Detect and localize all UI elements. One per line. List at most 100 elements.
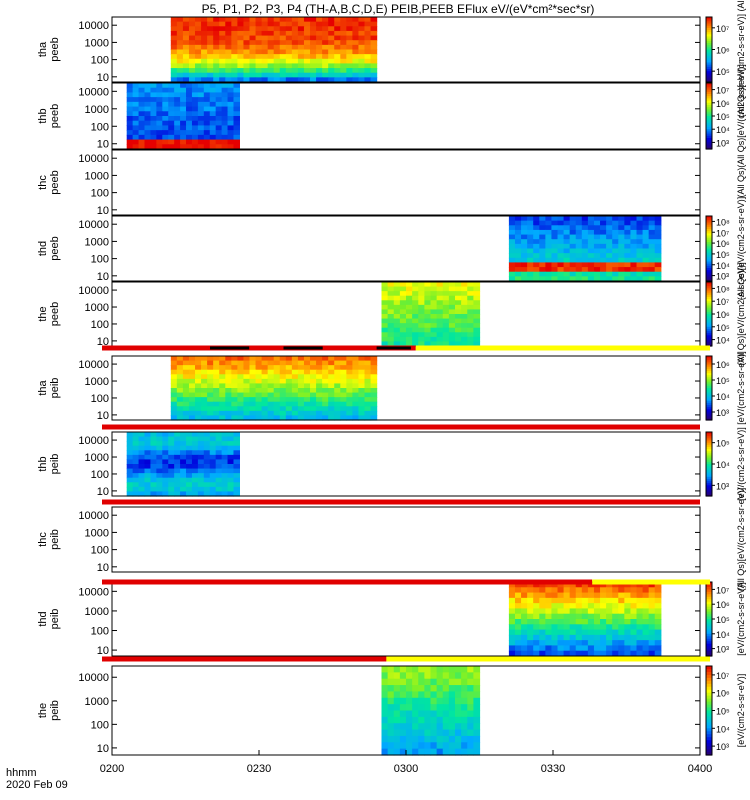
spectrogram-cell bbox=[255, 365, 263, 371]
spectrogram-cell bbox=[424, 332, 432, 338]
spectrogram-cell bbox=[406, 742, 413, 750]
spectrogram-cell bbox=[215, 144, 223, 150]
spectrogram-cell bbox=[340, 356, 347, 362]
spectrogram-cell bbox=[322, 360, 329, 366]
spectrogram-cell bbox=[575, 267, 583, 273]
spectrogram-cell bbox=[197, 106, 205, 112]
spectrogram-cell bbox=[455, 697, 462, 705]
spectrogram-cell bbox=[150, 473, 157, 479]
colorbar-segment bbox=[706, 444, 712, 448]
spectrogram-cell bbox=[551, 257, 559, 264]
spectrogram-cell bbox=[197, 83, 205, 89]
spectrogram-cell bbox=[412, 672, 419, 680]
spectrogram-cell bbox=[581, 634, 589, 641]
spectrogram-cell bbox=[418, 341, 425, 347]
spectrogram-cell bbox=[150, 432, 157, 438]
spectrogram-cell bbox=[364, 378, 372, 385]
spectrogram-cell bbox=[581, 629, 589, 636]
spectrogram-cell bbox=[213, 410, 220, 417]
y-tick-label: 1000 bbox=[85, 606, 109, 618]
spectrogram-cell bbox=[243, 30, 251, 37]
spectrogram-cell bbox=[364, 383, 372, 389]
spectrogram-cell bbox=[209, 130, 217, 136]
spectrogram-cell bbox=[322, 54, 329, 60]
colorbar-segment bbox=[706, 651, 712, 655]
spectrogram-cell bbox=[473, 729, 481, 737]
spectrogram-cell bbox=[448, 716, 456, 724]
spectrogram-cell bbox=[381, 314, 389, 320]
spectrogram-cell bbox=[527, 216, 534, 222]
spectrogram-cell bbox=[533, 640, 540, 647]
spectrogram-cell bbox=[233, 473, 240, 479]
x-axis-label-date: 2020 Feb 09 bbox=[6, 779, 68, 791]
spectrogram-cell bbox=[261, 26, 269, 32]
spectrogram-cell bbox=[381, 710, 389, 718]
spectrogram-cell bbox=[533, 234, 540, 240]
spectrogram-cell bbox=[267, 356, 275, 362]
spectrogram-cell bbox=[188, 17, 196, 23]
spectrogram-cell bbox=[233, 477, 240, 483]
spectrogram-cell bbox=[630, 640, 638, 647]
y-axis-label-product: peeb bbox=[49, 302, 61, 326]
spectrogram-cell bbox=[430, 748, 438, 756]
spectrogram-cell bbox=[215, 111, 223, 117]
spectrogram-cell bbox=[455, 332, 462, 338]
spectrogram-cell bbox=[569, 216, 577, 222]
spectrogram-cell bbox=[291, 388, 299, 394]
spectrogram-cell bbox=[150, 130, 157, 136]
colorbar-segment bbox=[706, 364, 712, 368]
spectrogram-cell bbox=[418, 678, 425, 686]
spectrogram-cell bbox=[618, 248, 625, 254]
colorbar-segment bbox=[706, 591, 712, 595]
spectrogram-cell bbox=[249, 44, 257, 51]
spectrogram-cell bbox=[381, 704, 389, 712]
spectrogram-cell bbox=[569, 608, 577, 615]
spectrogram-cell bbox=[176, 77, 184, 83]
colorbar-segment bbox=[706, 248, 712, 252]
spectrogram-cell bbox=[334, 35, 341, 41]
spectrogram-cell bbox=[455, 341, 462, 347]
spectrogram-cell bbox=[381, 295, 389, 301]
spectrogram-cell bbox=[213, 383, 220, 389]
spectrogram-cell bbox=[156, 101, 163, 108]
spectrogram-cell bbox=[467, 323, 474, 329]
spectrogram-cell bbox=[600, 587, 607, 594]
spectrogram-cell bbox=[150, 482, 157, 488]
spectrogram-cell bbox=[364, 54, 372, 60]
spectrogram-cell bbox=[455, 691, 462, 699]
spectrogram-cell bbox=[168, 491, 175, 497]
spectrogram-cell bbox=[273, 401, 281, 407]
spectrogram-cell bbox=[514, 592, 522, 599]
spectrogram-cell bbox=[387, 341, 395, 347]
spectrogram-cell bbox=[310, 369, 317, 375]
spectrogram-cell bbox=[508, 603, 516, 610]
spectrogram-cell bbox=[203, 130, 211, 136]
spectrogram-cell bbox=[593, 640, 601, 647]
spectrogram-cell bbox=[297, 58, 305, 65]
y-axis-label-product: peeb bbox=[49, 236, 61, 260]
spectrogram-cell bbox=[642, 267, 650, 273]
spectrogram-cell bbox=[221, 445, 229, 451]
spectrogram-cell bbox=[225, 415, 232, 421]
spectrogram-cell bbox=[551, 248, 559, 254]
spectrogram-cell bbox=[612, 619, 619, 625]
spectrogram-cell bbox=[467, 286, 474, 292]
colorbar-segment bbox=[706, 698, 712, 703]
spectrogram-cell bbox=[209, 464, 217, 470]
spectrogram-cell bbox=[370, 378, 378, 385]
spectrogram-cell bbox=[455, 666, 462, 673]
spectrogram-cell bbox=[215, 482, 223, 488]
spectrogram-cell bbox=[285, 58, 293, 65]
spectrogram-cell bbox=[545, 239, 553, 245]
spectrogram-cell bbox=[358, 378, 366, 385]
spectrogram-cell bbox=[255, 374, 263, 380]
spectrogram-cell bbox=[191, 116, 199, 122]
spectrogram-cell bbox=[352, 58, 360, 65]
spectrogram-cell bbox=[461, 332, 468, 338]
spectrogram-cell bbox=[448, 742, 456, 750]
spectrogram-cell bbox=[533, 650, 540, 657]
spectrogram-cell bbox=[399, 291, 407, 297]
spectrogram-cell bbox=[197, 445, 205, 451]
spectrogram-cell bbox=[364, 49, 372, 55]
spectrogram-cell bbox=[182, 68, 190, 74]
